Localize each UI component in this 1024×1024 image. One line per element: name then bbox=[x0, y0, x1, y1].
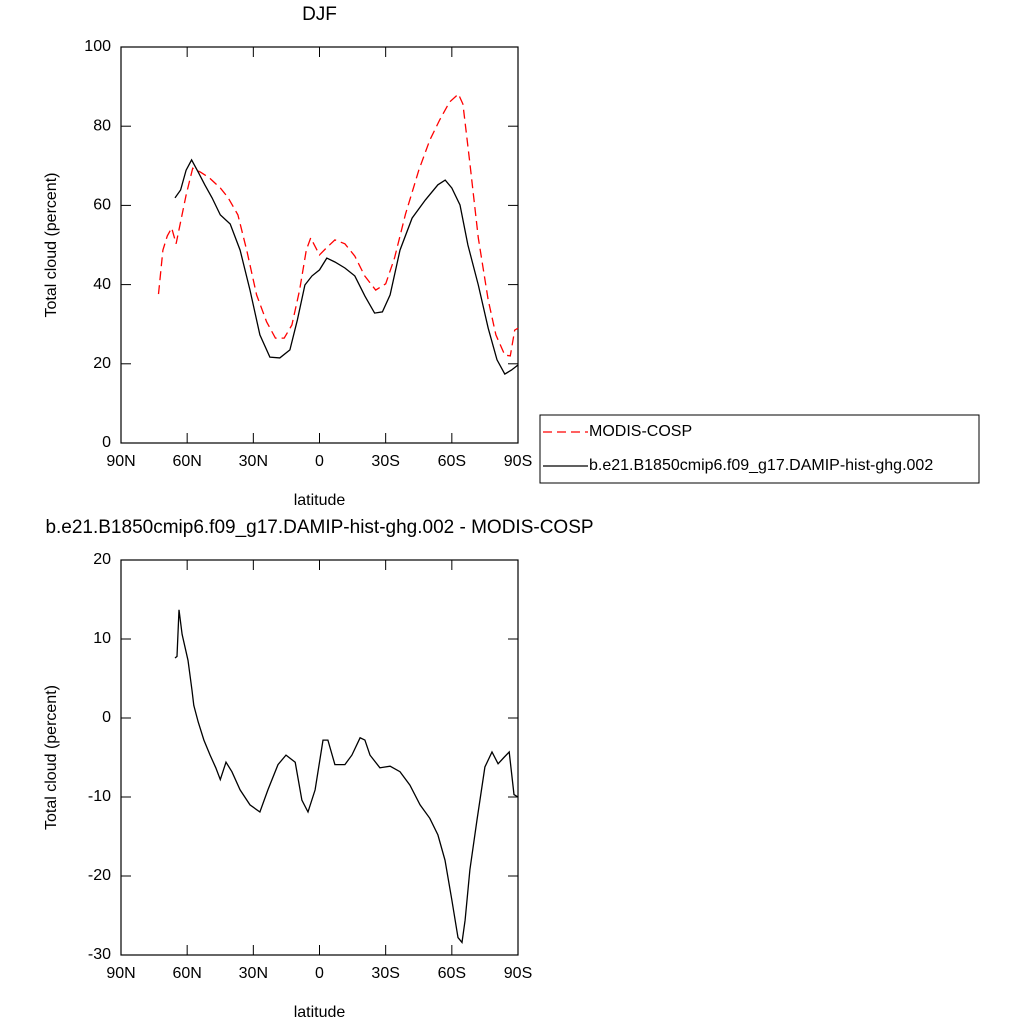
x-tick-label: 60N bbox=[172, 965, 201, 982]
x-tick-label: 90N bbox=[106, 453, 135, 470]
y-axis-label: Total cloud (percent) bbox=[43, 685, 60, 830]
series-line bbox=[157, 93, 519, 357]
x-tick-label: 60S bbox=[438, 965, 466, 982]
series-line bbox=[174, 609, 519, 944]
x-tick-label: 30N bbox=[239, 453, 268, 470]
y-tick-label: 0 bbox=[102, 709, 111, 726]
plot-frame bbox=[120, 559, 519, 956]
y-tick-label: 80 bbox=[93, 117, 111, 134]
y-tick-label: 0 bbox=[102, 434, 111, 451]
legend-label: b.e21.B1850cmip6.f09_g17.DAMIP-hist-ghg.… bbox=[589, 457, 933, 474]
x-axis-label: latitude bbox=[294, 1004, 346, 1021]
x-tick-label: 60S bbox=[438, 453, 466, 470]
legend-label: MODIS-COSP bbox=[589, 423, 692, 440]
y-tick-label: -30 bbox=[88, 946, 111, 963]
y-tick-label: 20 bbox=[93, 355, 111, 372]
x-tick-label: 90S bbox=[504, 453, 532, 470]
x-tick-label: 90S bbox=[504, 965, 532, 982]
y-axis-label: Total cloud (percent) bbox=[43, 173, 60, 318]
x-tick-label: 0 bbox=[315, 453, 324, 470]
x-tick-label: 30S bbox=[371, 965, 399, 982]
chart-title: DJF bbox=[302, 4, 337, 25]
x-tick-label: 30S bbox=[371, 453, 399, 470]
y-tick-label: 10 bbox=[93, 630, 111, 647]
x-tick-label: 60N bbox=[172, 453, 201, 470]
plot-frame bbox=[120, 46, 519, 444]
x-tick-label: 30N bbox=[239, 965, 268, 982]
y-tick-label: -20 bbox=[88, 867, 111, 884]
x-tick-label: 0 bbox=[315, 965, 324, 982]
y-tick-label: 60 bbox=[93, 197, 111, 214]
y-tick-label: 40 bbox=[93, 276, 111, 293]
x-tick-label: 90N bbox=[106, 965, 135, 982]
series-line bbox=[174, 158, 519, 376]
chart-title: b.e21.B1850cmip6.f09_g17.DAMIP-hist-ghg.… bbox=[45, 517, 593, 538]
y-tick-label: 100 bbox=[84, 38, 111, 55]
legend-box bbox=[539, 414, 980, 484]
y-tick-label: -10 bbox=[88, 788, 111, 805]
x-axis-label: latitude bbox=[294, 492, 346, 509]
y-tick-label: 20 bbox=[93, 551, 111, 568]
